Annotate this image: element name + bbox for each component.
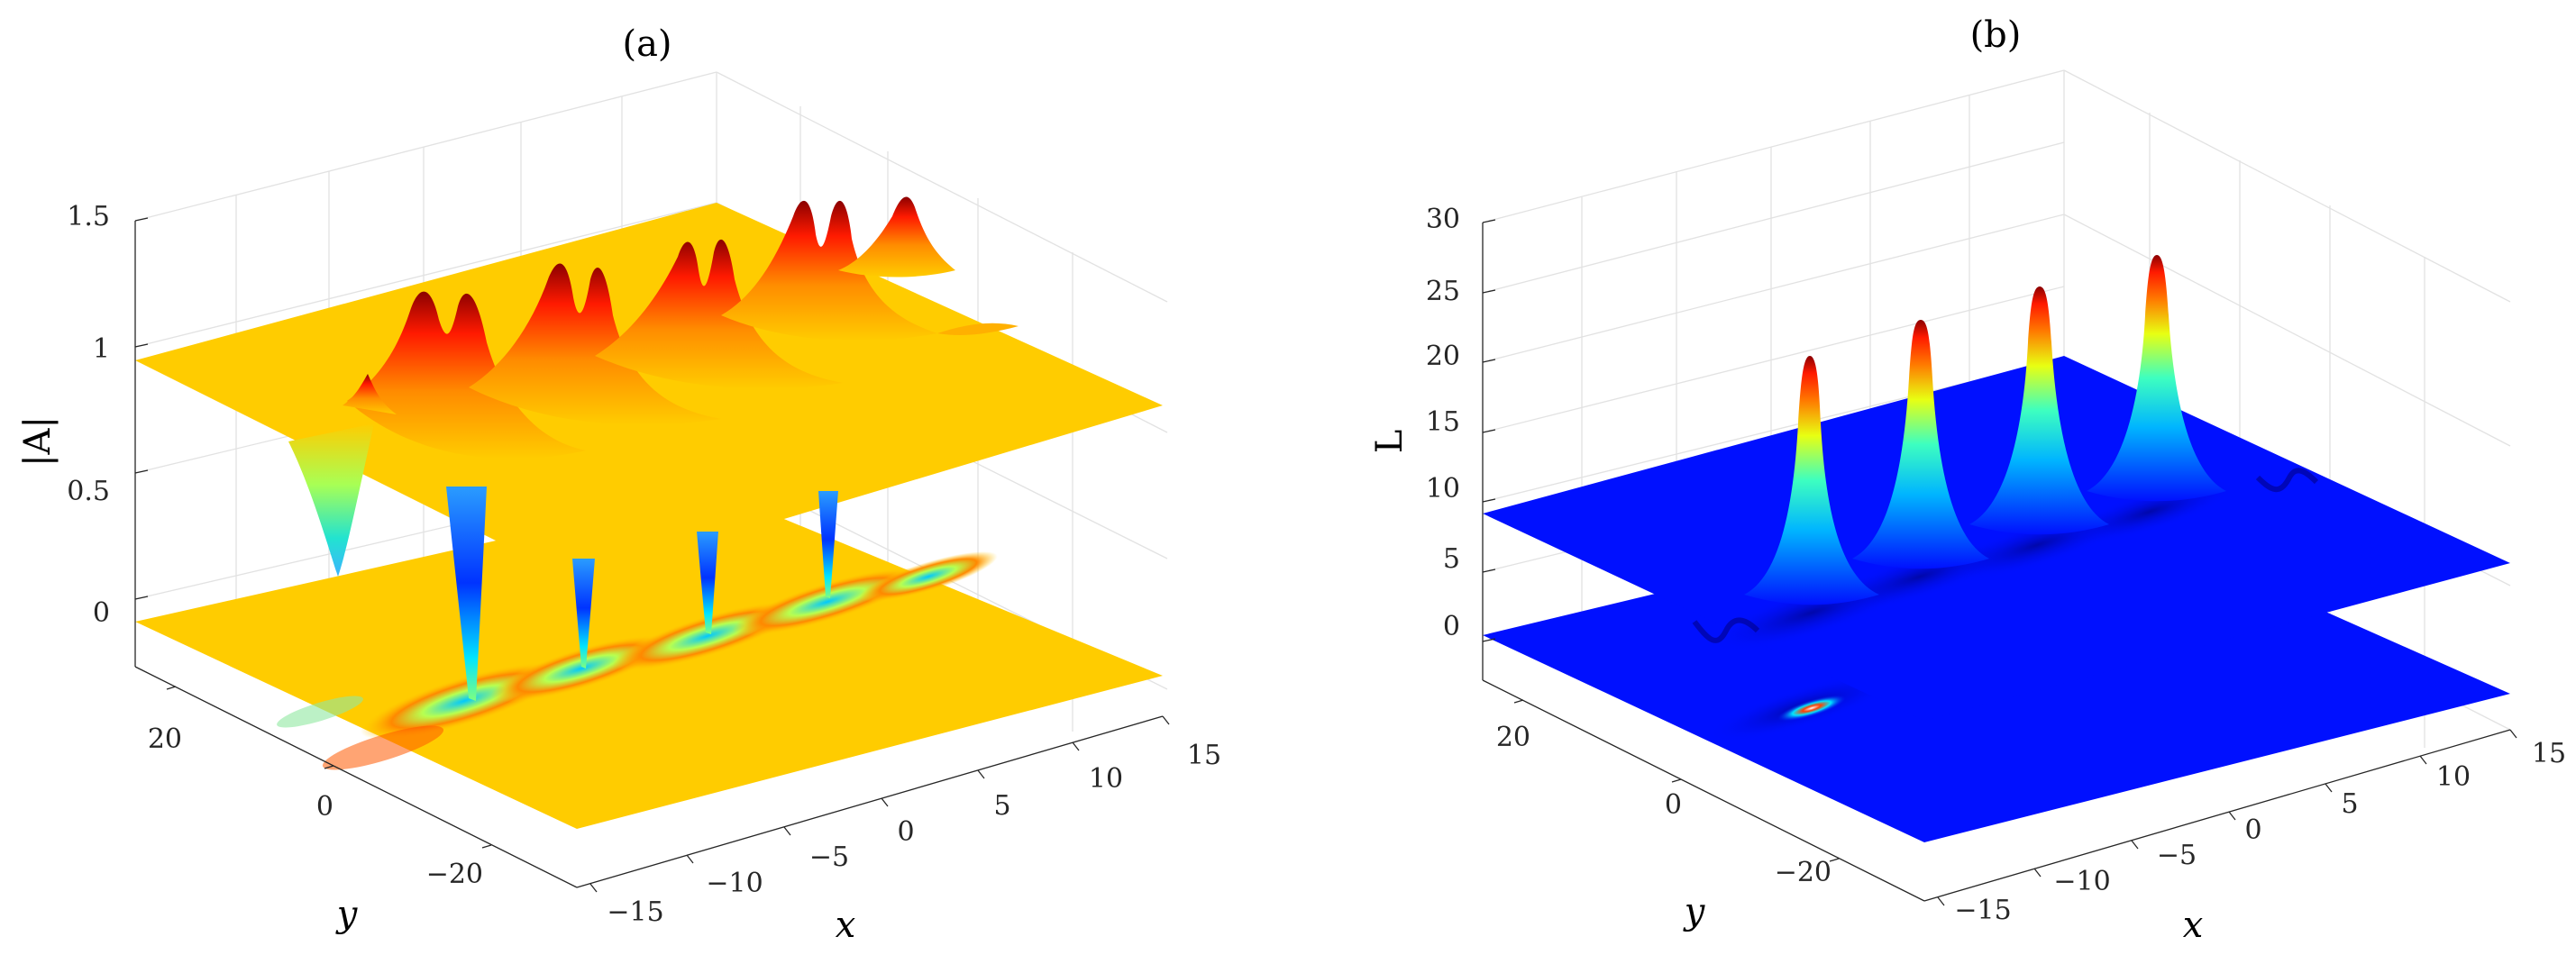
panel-a-zlabel: |A| [17,416,59,467]
panel-b-ztick-25: 25 [1426,276,1460,307]
panel-b-ztick-10: 10 [1426,473,1460,505]
panel-a-peaks [343,196,1019,459]
panel-b-axes [1482,219,2517,906]
panel-a-x-ticks: −15 −10 −5 0 5 10 15 [607,740,1221,928]
panel-b-z-ticks: 0 5 10 15 20 25 30 [1426,204,1460,642]
panel-b-xtick-m15: −15 [1954,895,2011,926]
panel-b-xlabel: x [2183,905,2204,946]
panel-a-xtick-m5: −5 [809,841,849,873]
panel-a-z-ticks: 0 0.5 1 1.5 [67,201,110,629]
panel-b: (b) [1369,14,2566,946]
panel-a: (a) [17,23,1221,946]
panel-b-hotspot [1777,695,1847,722]
panel-b-ztick-30: 30 [1426,204,1460,235]
panel-a-xtick-10: 10 [1089,763,1123,795]
panel-a-axes [134,217,1170,893]
panel-b-ztick-20: 20 [1426,341,1460,372]
panel-a-dip [288,423,374,577]
panel-a-xtick-m15: −15 [607,896,663,928]
panel-b-ytick-20: 20 [1496,722,1530,753]
panel-a-ztick-3: 1.5 [67,201,110,232]
panel-b-y-ticks: 20 0 −20 [1496,722,1832,888]
panel-b-peaks [1744,255,2226,605]
panel-b-x-ticks: −15 −10 −5 0 5 10 15 [1954,738,2566,926]
panel-a-xtick-0: 0 [897,816,914,848]
panel-a-xtick-5: 5 [993,790,1010,822]
panel-b-xtick-5: 5 [2341,788,2358,820]
panel-a-y-ticks: 20 0 −20 [148,723,483,890]
panel-b-ztick-15: 15 [1426,406,1460,438]
panel-a-ytick-20: 20 [148,723,182,755]
panel-b-ztick-5: 5 [1443,543,1460,575]
panel-a-ytick-m20: −20 [426,859,483,890]
panel-b-ylabel: y [1683,891,1706,932]
panel-a-ylabel: y [335,894,359,935]
panel-b-title: (b) [1970,14,2022,56]
panel-b-ytick-m20: −20 [1775,857,1832,888]
panel-b-xtick-15: 15 [2532,738,2566,769]
panel-b-ztick-0: 0 [1443,611,1460,642]
panel-a-lower-ripples [277,551,998,770]
panel-b-zlabel: L [1369,430,1411,454]
panel-a-spikes [446,487,838,701]
panel-b-xtick-m5: −5 [2157,840,2197,871]
panel-a-xtick-15: 15 [1187,740,1221,771]
panel-a-xtick-m10: −10 [706,868,763,899]
panel-a-ztick-2: 1 [93,333,110,365]
panel-b-xtick-m10: −10 [2053,866,2110,897]
panel-a-title: (a) [622,23,671,65]
panel-b-ytick-0: 0 [1665,789,1682,821]
panel-b-xtick-0: 0 [2244,814,2261,846]
panel-b-xtick-10: 10 [2436,761,2471,793]
panel-a-ztick-1: 0.5 [67,476,110,507]
panel-a-ztick-0: 0 [93,597,110,629]
panel-a-ytick-0: 0 [316,791,333,823]
panel-a-xlabel: x [836,905,856,946]
